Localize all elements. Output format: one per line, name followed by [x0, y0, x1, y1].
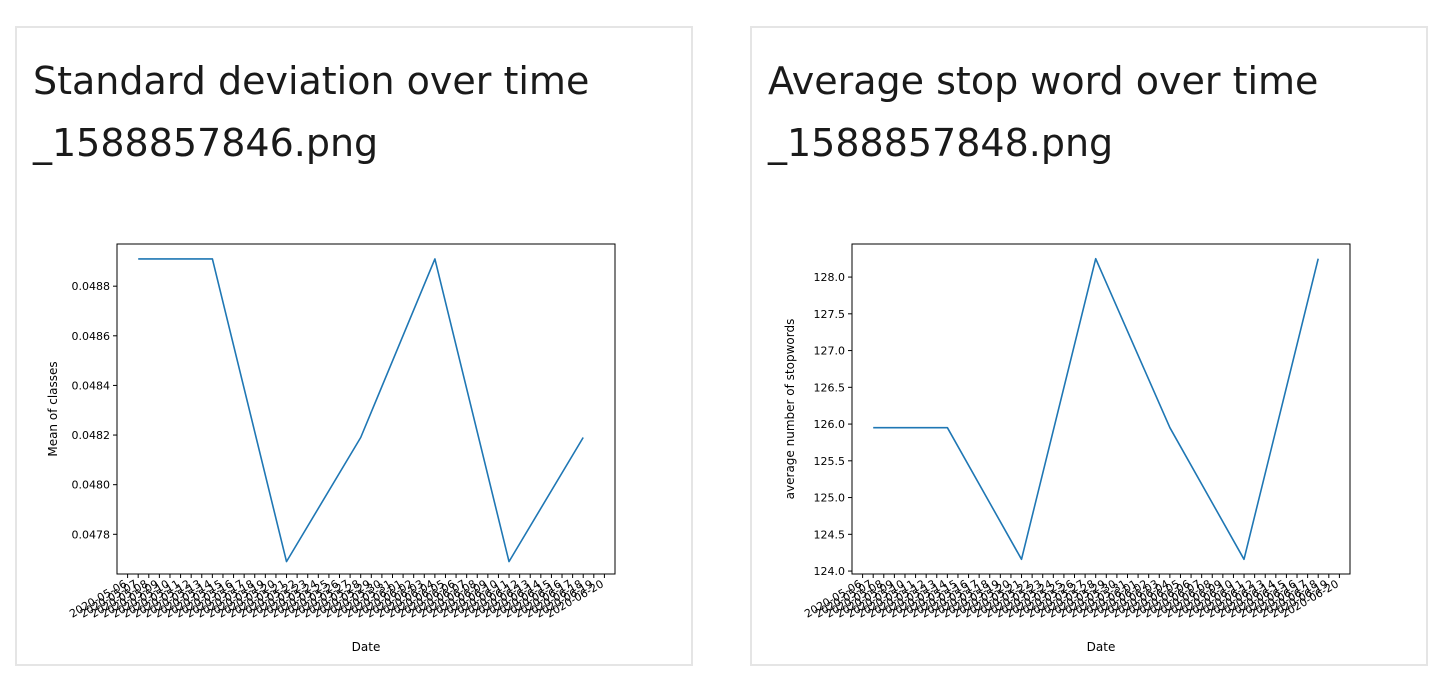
line-chart-std-deviation: 0.0478 0.0480 0.0482 0.0484 0.0486 0.0488 2020… — [46, 243, 616, 654]
x-axis-label: Date — [352, 640, 381, 654]
y-axis-label: average number of stopwords — [783, 319, 797, 500]
y-tick-label: 128.0 — [814, 271, 846, 284]
y-tick-label: 125.5 — [814, 455, 846, 468]
y-tick-label: 0.0480 — [72, 479, 111, 492]
y-tick-label: 0.0488 — [72, 280, 111, 293]
y-tick-label: 126.5 — [814, 381, 846, 394]
line-chart-stop-word: 124.0 124.5 125.0 125.5 126.0 126.5 127.0 127.5… — [783, 243, 1351, 654]
chart-card-stop-word: Average stop word over time _1588857848.… — [750, 26, 1428, 666]
x-tick-labels: 2020-05-062020-05-072020-05-082020-05-09… — [67, 577, 606, 620]
y-tick-label: 0.0478 — [72, 528, 111, 541]
card-title: Standard deviation over time _1588857846… — [33, 50, 673, 174]
y-tick-label: 125.0 — [814, 492, 846, 505]
y-tick-label: 0.0484 — [72, 379, 111, 392]
y-tick-label: 127.5 — [814, 308, 846, 321]
card-title: Average stop word over time _1588857848.… — [768, 50, 1408, 174]
series-line — [873, 257, 1319, 561]
y-tick-label: 127.0 — [814, 345, 846, 358]
y-tick-label: 0.0482 — [72, 429, 111, 442]
y-axis-label: Mean of classes — [46, 361, 60, 456]
card-title-line-1: Standard deviation over time — [33, 59, 590, 103]
y-tick-label: 126.0 — [814, 418, 846, 431]
y-tick-label: 124.5 — [814, 528, 846, 541]
card-title-line-2: _1588857848.png — [768, 121, 1114, 165]
card-title-line-1: Average stop word over time — [768, 59, 1319, 103]
plot-frame — [116, 243, 616, 575]
chart-card-std-deviation: Standard deviation over time _1588857846… — [15, 26, 693, 666]
y-tick-label: 124.0 — [814, 565, 846, 578]
y-tick-label: 0.0486 — [72, 330, 111, 343]
plot-frame — [851, 243, 1351, 575]
x-tick-labels: 2020-05-062020-05-072020-05-082020-05-09… — [802, 577, 1341, 620]
x-axis-label: Date — [1087, 640, 1116, 654]
card-title-line-2: _1588857846.png — [33, 121, 379, 165]
series-line — [138, 258, 584, 563]
